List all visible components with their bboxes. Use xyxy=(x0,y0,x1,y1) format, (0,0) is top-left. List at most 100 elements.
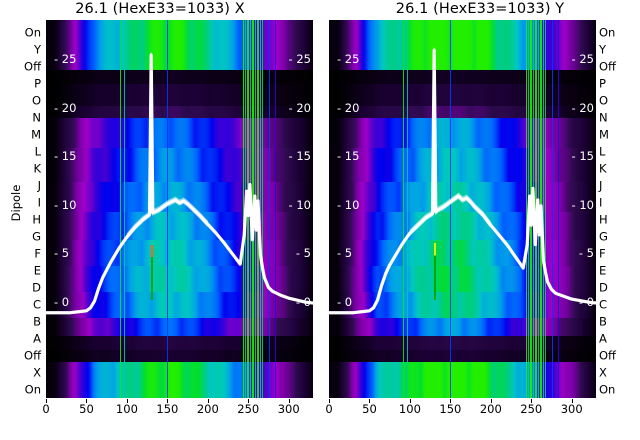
category-tick-label: I xyxy=(37,195,41,210)
category-tick-label: On xyxy=(599,382,616,397)
emission-line xyxy=(557,20,559,398)
emission-line xyxy=(167,20,169,398)
x-axis-tick-label: 200 xyxy=(196,402,219,416)
x-axis-tick xyxy=(329,399,330,403)
x-axis-tick xyxy=(126,399,128,403)
category-tick-label: P xyxy=(599,76,606,91)
inner-y-tick-label: - 15 xyxy=(337,149,360,164)
x-axis-tick-label: 300 xyxy=(277,402,300,416)
category-tick-label: E xyxy=(599,263,607,278)
inner-y-tick-label: - 0 xyxy=(295,295,311,309)
category-tick-label: On xyxy=(24,382,41,397)
emission-line xyxy=(528,20,530,398)
category-tick-label: Off xyxy=(24,348,41,363)
inner-y-tick-label: - 20 xyxy=(337,100,360,115)
emission-line xyxy=(259,20,261,398)
inner-y-tick-label: - 20 xyxy=(54,100,77,115)
x-axis-tick-label: 250 xyxy=(520,402,543,416)
category-tick-label: O xyxy=(31,93,41,108)
x-axis-tick-label: 100 xyxy=(398,402,421,416)
heatmap-band xyxy=(329,336,596,350)
x-axis-tick-label: 50 xyxy=(79,402,94,416)
category-tick-label: F xyxy=(34,246,41,261)
emission-line-group xyxy=(46,20,313,398)
left-category-axis: On Y Off P O N M L K J I H G F E D C B A Off X On xyxy=(0,0,44,440)
category-tick-label: G xyxy=(599,229,608,244)
emission-line xyxy=(249,20,251,398)
x-axis-tick-label: 150 xyxy=(156,402,179,416)
category-tick-label: X xyxy=(33,365,41,380)
emission-line xyxy=(403,20,405,398)
emission-line xyxy=(242,20,245,398)
emission-line xyxy=(542,20,544,398)
inner-y-tick-label: - 20 xyxy=(288,100,311,115)
category-tick-label: L xyxy=(34,144,41,159)
heatmap-band xyxy=(329,350,596,362)
category-tick-label: Off xyxy=(599,348,616,363)
emission-line xyxy=(120,20,122,398)
right-category-axis: On Y Off P O N M L K J I H G F E D C B A Off X On xyxy=(596,0,640,440)
inner-y-tick-label: - 10 xyxy=(288,197,311,212)
category-tick-label: M xyxy=(599,127,609,142)
category-tick-label: K xyxy=(599,161,607,176)
emission-line-group xyxy=(329,20,596,398)
inner-y-tick-label: - 25 xyxy=(571,52,594,66)
category-tick-label: D xyxy=(599,280,608,295)
category-tick-label: D xyxy=(32,280,41,295)
category-tick-label: Y xyxy=(599,42,607,57)
inner-y-tick-label: - 25 xyxy=(288,52,311,66)
inner-y-tick-label: - 15 xyxy=(571,149,594,164)
emission-line xyxy=(552,20,554,398)
emission-line xyxy=(532,20,534,398)
inner-y-tick-label: - 5 xyxy=(54,246,70,261)
x-axis-tick xyxy=(207,399,209,403)
emission-line xyxy=(450,20,452,398)
category-tick-label: B xyxy=(599,314,607,329)
inner-y-tick-label: - 5 xyxy=(337,246,353,261)
category-tick-label: Off xyxy=(24,59,41,74)
value-marker xyxy=(434,242,437,301)
x-axis-tick-label: 0 xyxy=(325,402,333,416)
emission-line xyxy=(545,20,547,398)
x-axis-tick xyxy=(248,399,250,403)
category-tick-label: G xyxy=(32,229,41,244)
emission-line xyxy=(269,20,271,398)
x-axis-tick xyxy=(46,399,47,403)
category-tick-label: X xyxy=(599,365,607,380)
emission-line xyxy=(123,20,125,398)
category-tick-label: C xyxy=(599,297,608,312)
x-axis-tick xyxy=(369,399,371,403)
emission-line xyxy=(406,20,408,398)
emission-line xyxy=(274,20,276,398)
value-marker xyxy=(151,244,154,301)
emission-line xyxy=(525,20,528,398)
x-axis-tick xyxy=(288,399,290,403)
panel-x-title: 26.1 (HexE33=1033) X xyxy=(75,1,245,17)
category-tick-label: L xyxy=(599,144,606,159)
heatmap-band xyxy=(46,362,313,398)
x-axis-tick xyxy=(490,399,492,403)
inner-y-tick-label: - 10 xyxy=(337,197,360,212)
category-tick-label: N xyxy=(599,110,608,125)
emission-line xyxy=(262,20,264,398)
panel-y-plot[interactable]: - 0 - 5 - 10 - 15 - 20 - 25 - 0 - 5 - 10 - 15 - 20… xyxy=(329,20,596,398)
panel-x-x-axis: 0 50 100 150 200 250 300 xyxy=(42,399,313,429)
emission-line xyxy=(537,20,539,398)
category-tick-label: J xyxy=(599,178,603,193)
heatmap-band xyxy=(46,336,313,350)
inner-y-tick-label: - 20 xyxy=(571,100,594,115)
emission-line xyxy=(245,20,247,398)
x-axis-tick-label: 100 xyxy=(115,402,138,416)
inner-y-tick-label: - 0 xyxy=(54,295,70,309)
category-tick-label: H xyxy=(599,212,608,227)
inner-y-tick-label: - 25 xyxy=(337,52,360,66)
category-tick-label: O xyxy=(599,93,609,108)
panel-y-x-axis: 0 50 100 150 200 250 300 xyxy=(325,399,596,429)
x-axis-tick xyxy=(531,399,533,403)
panel-x-plot[interactable]: - 0 - 5 - 10 - 15 - 20 - 25 - 0 - 5 - 10 - 15 - 20… xyxy=(46,20,313,398)
category-tick-label: On xyxy=(599,25,616,40)
heatmap-band xyxy=(329,362,596,398)
panel-y-title: 26.1 (HexE33=1033) Y xyxy=(395,1,565,17)
x-axis-tick-label: 200 xyxy=(479,402,502,416)
